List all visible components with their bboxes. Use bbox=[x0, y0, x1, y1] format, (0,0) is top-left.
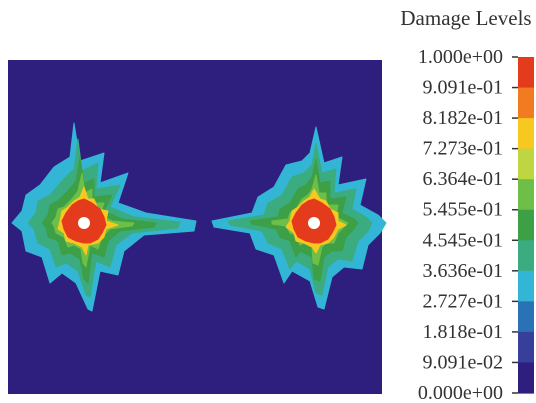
legend-tick-label: 5.455e-01 bbox=[422, 199, 503, 221]
legend-swatch bbox=[518, 87, 534, 119]
damage-zone-right bbox=[211, 126, 387, 310]
legend-swatch bbox=[518, 270, 534, 302]
legend-swatch bbox=[518, 118, 534, 150]
legend-swatch bbox=[518, 209, 534, 241]
legend-swatch bbox=[518, 148, 534, 180]
legend-tick-label: 8.182e-01 bbox=[422, 107, 503, 129]
damage-zone-left bbox=[11, 122, 197, 312]
legend-tick-label: 6.364e-01 bbox=[422, 168, 503, 190]
color-legend: 1.000e+00 9.091e-01 8.182e-01 7.273e-01 6.36… bbox=[418, 46, 534, 403]
damage-zones bbox=[11, 122, 387, 312]
legend-tick-label: 9.091e-01 bbox=[422, 77, 503, 99]
zone-hole bbox=[78, 217, 90, 229]
legend-tick-label: 2.727e-01 bbox=[422, 290, 503, 312]
legend-tick-label: 1.000e+00 bbox=[418, 46, 503, 68]
legend-tick-label: 0.000e+00 bbox=[418, 382, 503, 403]
legend-tick-label: 7.273e-01 bbox=[422, 138, 503, 160]
legend-swatch bbox=[518, 179, 534, 211]
zone-hole bbox=[308, 217, 320, 229]
legend-swatch bbox=[518, 362, 534, 394]
legend-title: Damage Levels bbox=[400, 6, 531, 30]
legend-tick-label: 3.636e-01 bbox=[422, 260, 503, 282]
legend-tick-label: 1.818e-01 bbox=[422, 321, 503, 343]
legend-swatch bbox=[518, 331, 534, 364]
legend-tick-label: 9.091e-02 bbox=[422, 351, 503, 373]
legend-swatch bbox=[518, 301, 534, 333]
legend-swatch bbox=[518, 57, 534, 89]
legend-swatch bbox=[518, 240, 534, 272]
legend-tick-label: 4.545e-01 bbox=[422, 229, 503, 251]
